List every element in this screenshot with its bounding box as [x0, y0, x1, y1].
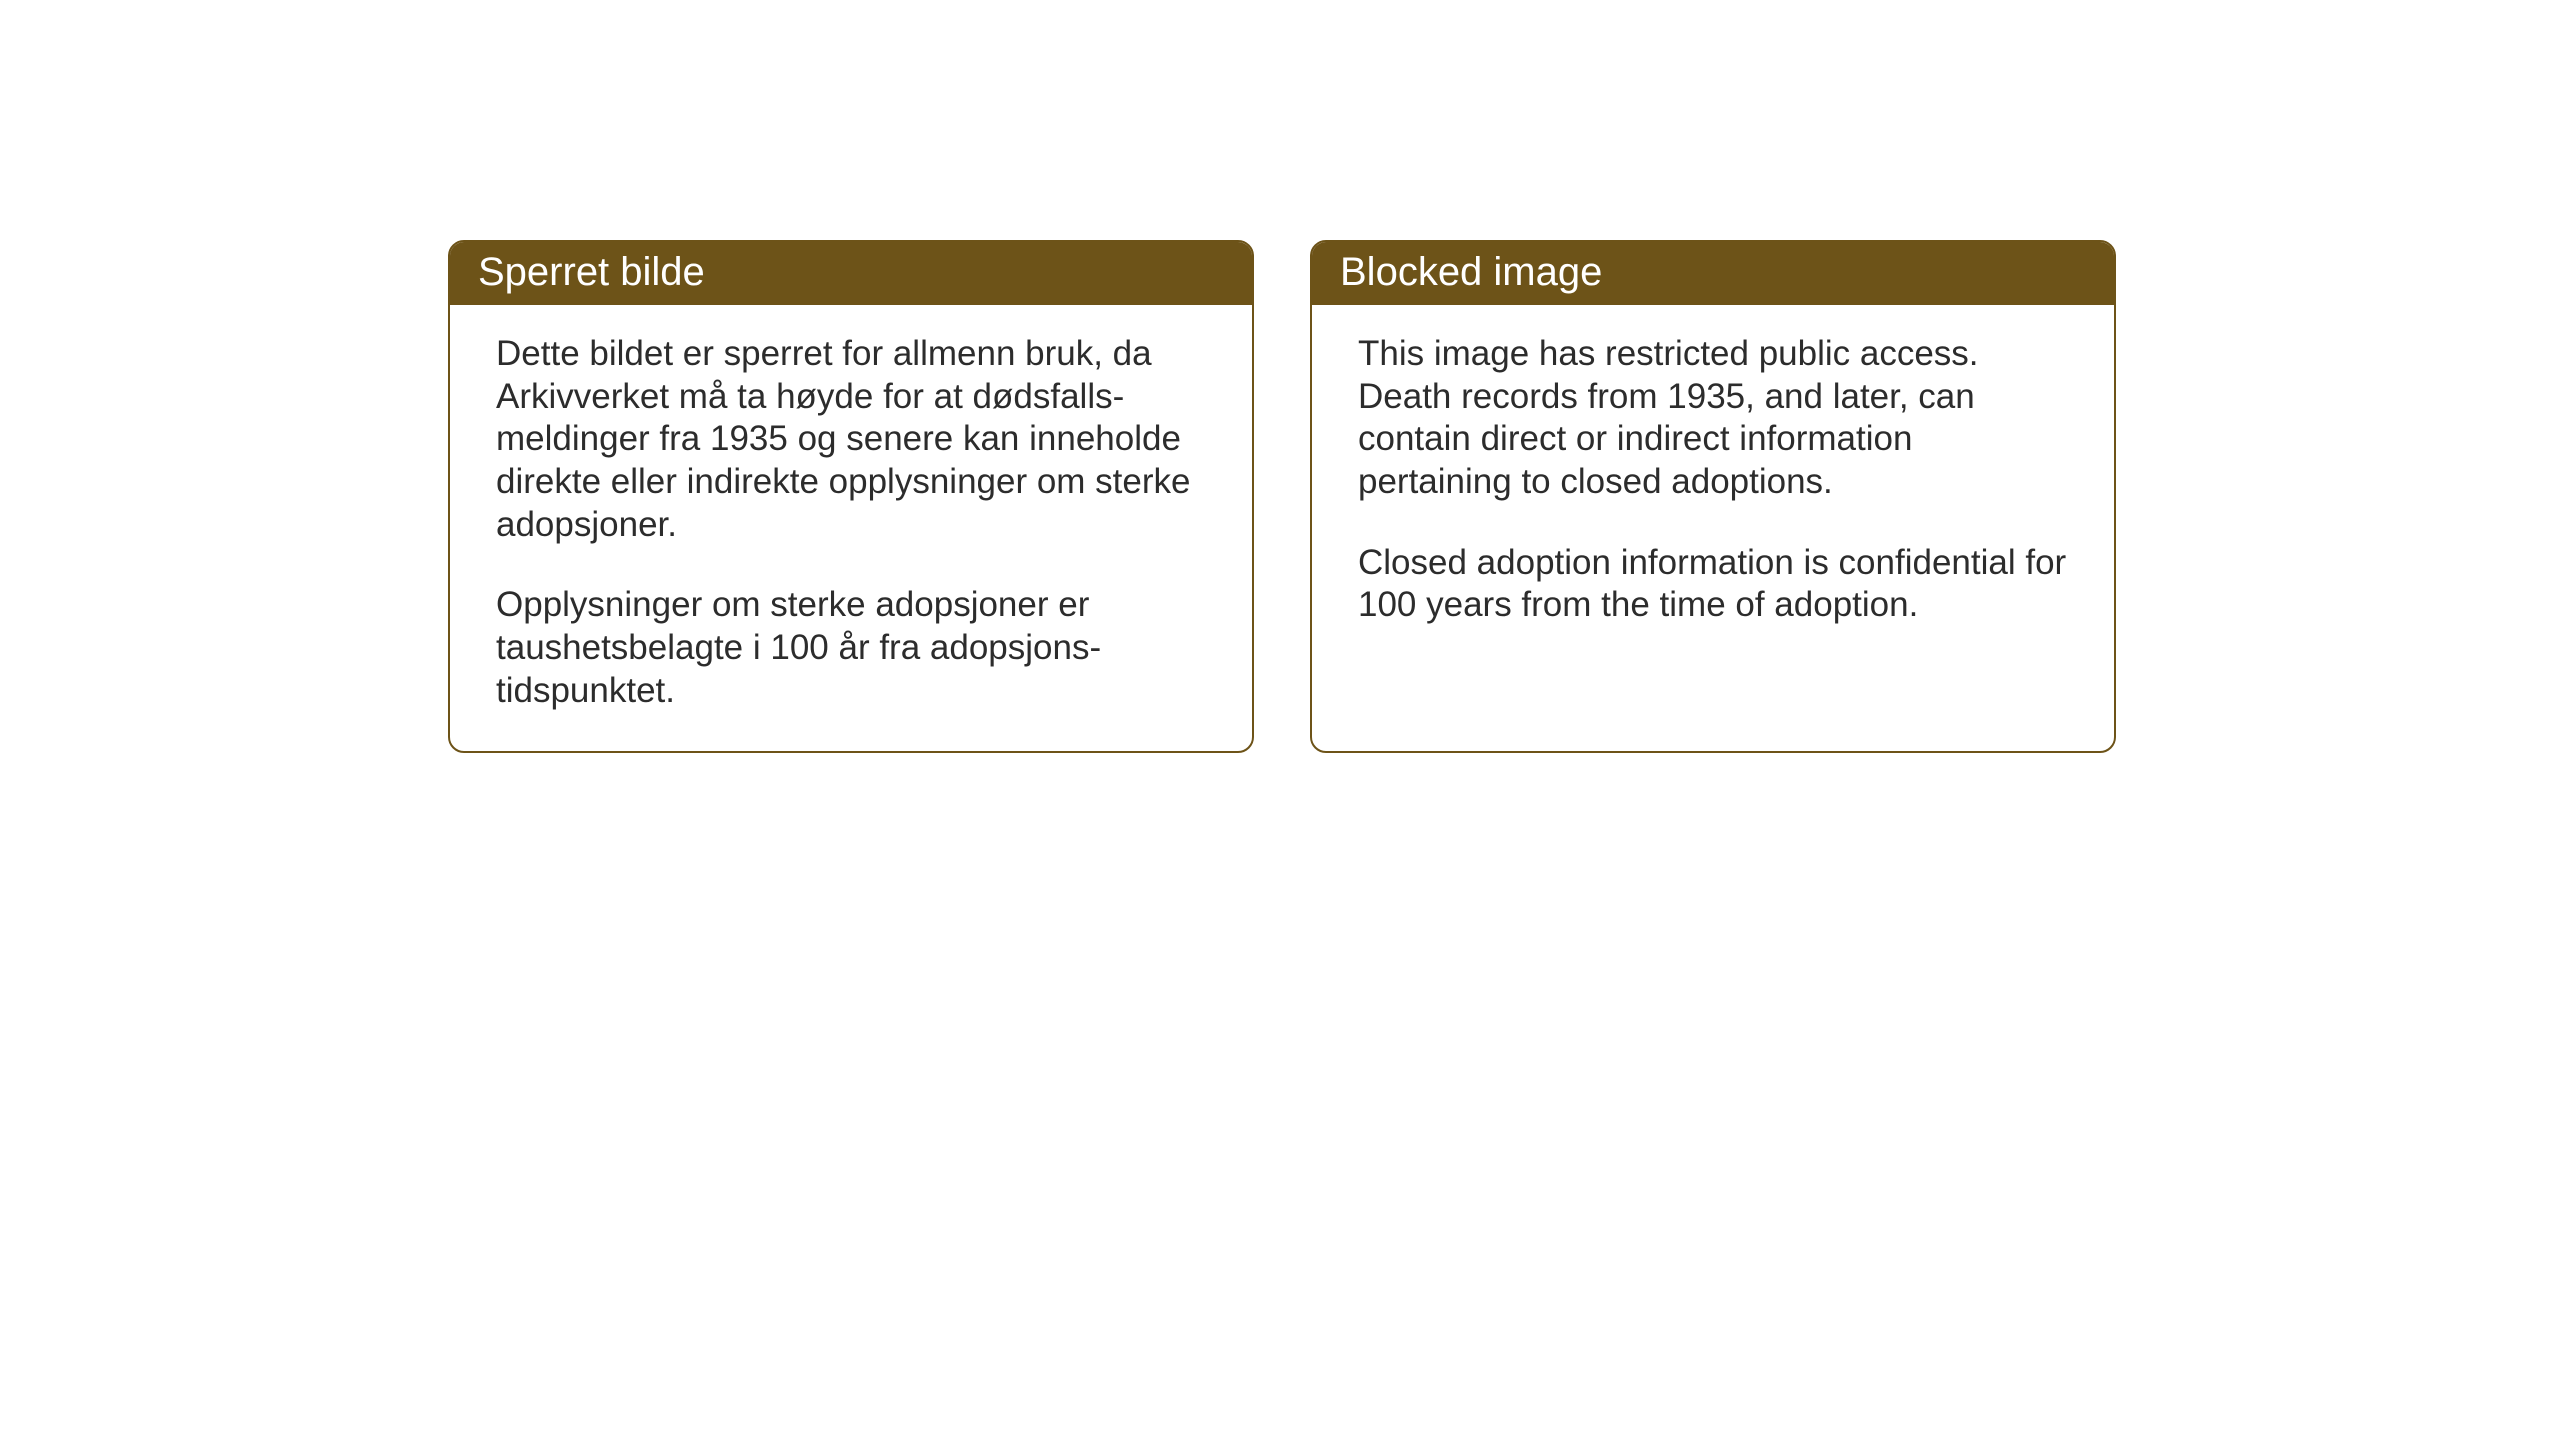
notice-body-norwegian: Dette bildet er sperret for allmenn bruk…: [450, 305, 1252, 751]
notice-header-english: Blocked image: [1312, 242, 2114, 305]
notice-header-norwegian: Sperret bilde: [450, 242, 1252, 305]
notice-container: Sperret bilde Dette bildet er sperret fo…: [448, 240, 2116, 753]
notice-card-english: Blocked image This image has restricted …: [1310, 240, 2116, 753]
notice-title-norwegian: Sperret bilde: [478, 250, 705, 294]
notice-title-english: Blocked image: [1340, 250, 1602, 294]
notice-paragraph-2-norwegian: Opplysninger om sterke adopsjoner er tau…: [496, 584, 1206, 712]
notice-paragraph-1-english: This image has restricted public access.…: [1358, 333, 2068, 504]
notice-paragraph-2-english: Closed adoption information is confident…: [1358, 542, 2068, 627]
notice-body-english: This image has restricted public access.…: [1312, 305, 2114, 665]
notice-paragraph-1-norwegian: Dette bildet er sperret for allmenn bruk…: [496, 333, 1206, 546]
notice-card-norwegian: Sperret bilde Dette bildet er sperret fo…: [448, 240, 1254, 753]
